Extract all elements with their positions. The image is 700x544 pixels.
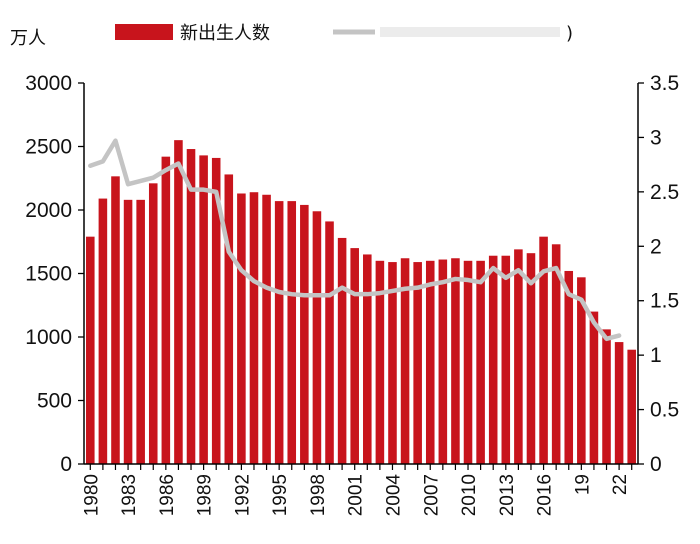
- left-tick-label: 0: [60, 453, 72, 476]
- bar-1982: [111, 176, 120, 464]
- bar-2004: [388, 262, 397, 464]
- x-tick-label: 1986: [157, 474, 178, 516]
- x-tick-label: 1995: [270, 474, 291, 516]
- bar-1985: [148, 183, 158, 464]
- bar-series: [86, 140, 636, 465]
- x-tick-label: 1998: [308, 474, 329, 516]
- x-tick-label: 2001: [346, 474, 367, 516]
- bar-1993: [249, 192, 259, 464]
- bar-1995: [274, 201, 284, 465]
- legend: 新出生人数 ): [115, 23, 573, 44]
- bar-1983: [123, 199, 133, 464]
- bar-2006: [413, 262, 422, 464]
- bar-2013: [501, 255, 511, 464]
- bar-2023: [627, 349, 636, 464]
- x-tick-label: 2007: [421, 474, 442, 516]
- line-series: [88, 138, 622, 342]
- left-tick-label: 1500: [25, 263, 72, 286]
- right-tick-label: 1.5: [650, 290, 679, 313]
- right-tick-label: 3: [650, 126, 662, 149]
- legend-line-label-blur: [380, 27, 560, 37]
- bar-2022: [614, 342, 624, 464]
- bar-2018: [564, 270, 574, 464]
- bar-1981: [98, 198, 108, 464]
- x-tick-label: 2010: [459, 474, 480, 516]
- bar-2008: [438, 259, 448, 464]
- bar-1989: [199, 155, 208, 464]
- bar-1986: [161, 156, 171, 464]
- legend-bar-swatch: [115, 24, 173, 40]
- bar-2002: [363, 254, 372, 464]
- bar-2020: [589, 311, 599, 464]
- bar-1994: [262, 194, 271, 464]
- bar-1996: [287, 201, 297, 465]
- bar-1997: [300, 204, 309, 465]
- right-tick-label: 0.5: [650, 399, 679, 422]
- right-axis-ticks: 0 0.5 1 1.5 2 2.5 3 3.5: [638, 72, 679, 476]
- bar-1991: [224, 174, 234, 464]
- right-tick-label: 2: [650, 235, 662, 258]
- left-tick-label: 3000: [25, 72, 72, 95]
- right-tick-label: 3.5: [650, 72, 679, 95]
- legend-line-label-suffix: ): [566, 23, 573, 44]
- bar-1980: [86, 236, 95, 464]
- left-tick-label: 2500: [25, 136, 72, 159]
- bar-1990: [211, 157, 221, 464]
- x-tick-label: 22: [610, 474, 631, 495]
- x-axis-ticks: 1980 1983 1986 1989 1992 1995 1998 2001 2004 2007…: [81, 464, 633, 517]
- bar-2012: [488, 255, 498, 464]
- right-tick-label: 1: [650, 344, 662, 367]
- bar-2011: [476, 260, 485, 464]
- bar-1998: [312, 211, 322, 464]
- bar-2007: [425, 260, 435, 464]
- bar-2014: [514, 249, 523, 464]
- left-tick-label: 500: [37, 390, 72, 413]
- left-axis-ticks: 0 500 1000 1500 2000 2500 3000: [25, 72, 84, 476]
- bar-1992: [237, 193, 246, 465]
- bar-2017: [551, 244, 561, 464]
- bar-2010: [463, 260, 473, 464]
- bar-2001: [350, 248, 359, 464]
- x-tick-label: 2016: [535, 474, 556, 516]
- x-tick-label: 1983: [119, 474, 140, 516]
- left-tick-label: 2000: [25, 199, 72, 222]
- right-tick-label: 0: [650, 453, 662, 476]
- bar-2009: [451, 258, 460, 464]
- bar-2000: [337, 237, 347, 464]
- bar-1984: [136, 199, 145, 464]
- bar-2005: [400, 258, 410, 464]
- x-tick-label: 1992: [232, 474, 253, 516]
- left-tick-label: 1000: [25, 326, 72, 349]
- bar-2016: [539, 236, 548, 464]
- x-tick-label: 2004: [383, 474, 404, 517]
- bar-2019: [577, 277, 586, 464]
- y-unit-label: 万人: [10, 28, 46, 49]
- bar-2003: [375, 260, 385, 464]
- bar-1987: [174, 140, 183, 464]
- legend-bar-label: 新出生人数: [180, 23, 270, 44]
- x-tick-label: 19: [572, 474, 593, 495]
- bar-2015: [526, 253, 536, 464]
- line-path: [88, 138, 622, 342]
- bar-2021: [602, 329, 611, 464]
- x-tick-label: 1989: [195, 474, 216, 516]
- bar-1988: [186, 149, 196, 465]
- right-tick-label: 2.5: [650, 181, 679, 204]
- bar-1999: [325, 221, 334, 464]
- x-tick-label: 1980: [81, 474, 102, 516]
- x-tick-label: 2013: [497, 474, 518, 516]
